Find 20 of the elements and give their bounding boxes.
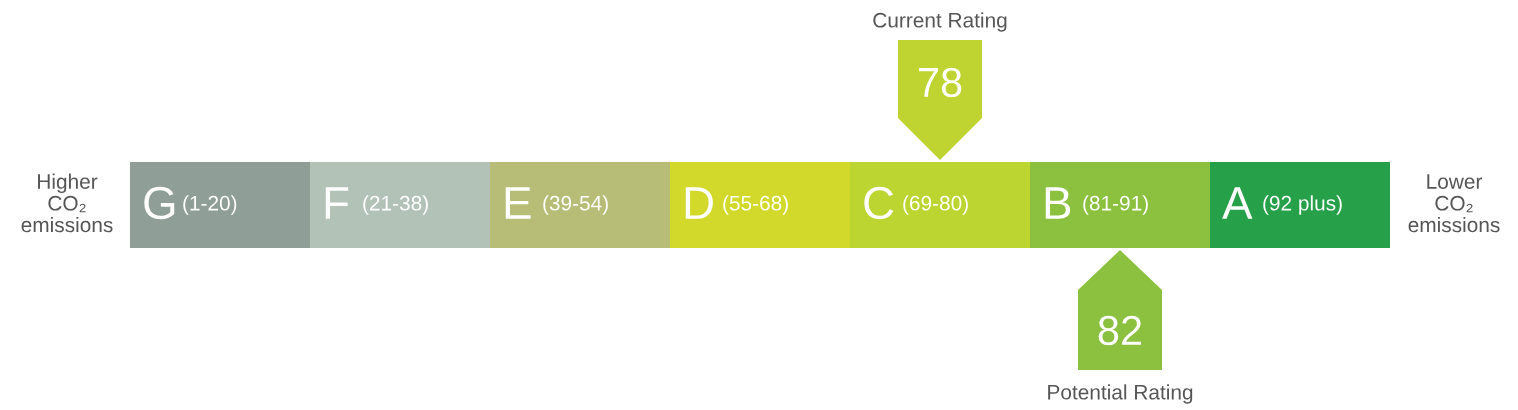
text: (81-91) <box>1083 195 1148 215</box>
category-label: B <box>1045 187 1071 219</box>
text: (39-54) <box>543 195 608 215</box>
data-label: 82 <box>1098 315 1142 346</box>
text: (55-68) <box>723 195 788 215</box>
series-label: Potential Rating <box>1048 384 1193 404</box>
series-label: Current Rating <box>873 12 1007 32</box>
data-label: 78 <box>918 67 962 98</box>
text: (1-20) <box>183 195 237 215</box>
category-label: G <box>144 186 175 220</box>
text: (69-80) <box>903 195 968 215</box>
category-label: E <box>505 187 531 219</box>
text: Higher CO₂ emissions <box>21 173 113 233</box>
text: (21-38) <box>363 195 428 215</box>
category-label: A <box>1222 187 1253 219</box>
text: (92 plus) <box>1263 195 1342 215</box>
category-label: D <box>685 187 713 219</box>
category-label: F <box>325 187 349 219</box>
category-label: C <box>864 186 894 220</box>
text: Lower CO₂ emissions <box>1408 174 1500 233</box>
